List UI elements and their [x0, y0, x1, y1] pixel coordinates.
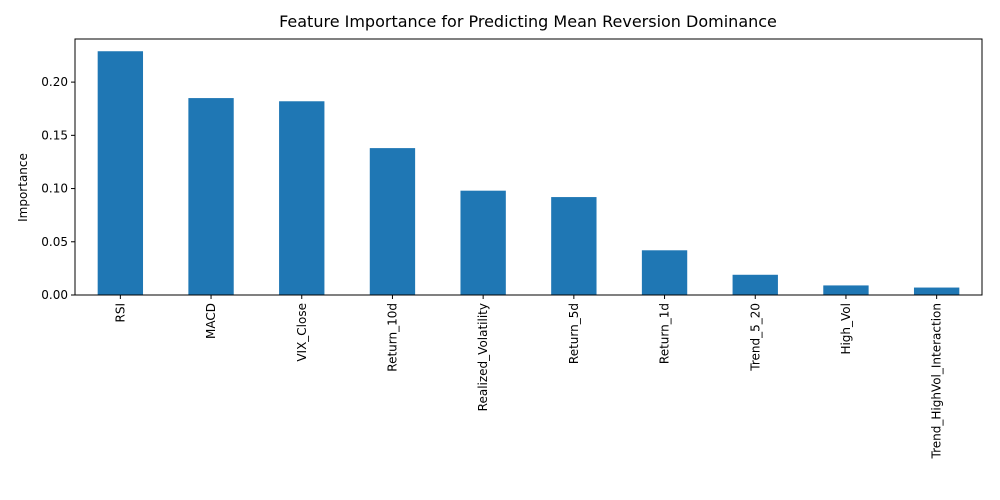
x-tick-label: Return_5d: [567, 303, 581, 364]
y-axis-label: Importance: [16, 153, 30, 222]
y-axis-ticks: 0.00 0.05 0.10 0.15 0.20: [41, 75, 75, 302]
y-tick-label: 0.20: [41, 75, 68, 89]
bar-macd: [188, 98, 234, 295]
bar-trend-highvol-interaction: [913, 287, 960, 295]
y-tick-label: 0.15: [41, 128, 68, 142]
bar-vix-close: [279, 101, 325, 296]
x-tick-label: Realized_Volatility: [476, 303, 490, 411]
chart-title: Feature Importance for Predicting Mean R…: [279, 12, 777, 31]
y-tick-label: 0.10: [41, 182, 68, 196]
x-tick-label: MACD: [204, 303, 218, 339]
bar-realized-volatility: [460, 190, 506, 295]
y-tick-label: 0.05: [41, 235, 68, 249]
bar-rsi: [97, 51, 144, 295]
bar-return-1d: [641, 250, 688, 295]
x-tick-label: High_Vol: [839, 303, 853, 355]
bars-group: [97, 51, 960, 296]
bar-trend-5-20: [732, 274, 778, 295]
x-tick-label: VIX_Close: [295, 303, 309, 362]
bar-return-5d: [551, 197, 597, 295]
bar-high-vol: [823, 285, 869, 295]
x-axis-ticks: RSI MACD VIX_Close Return_10d Realized_Volat…: [113, 295, 944, 459]
plot-frame: [74, 38, 983, 296]
y-tick-label: 0.00: [41, 288, 68, 302]
x-tick-label: Return_1d: [658, 303, 672, 364]
x-tick-label: Trend_HighVol_Interaction: [930, 303, 944, 459]
x-tick-label: RSI: [113, 303, 127, 323]
bar-return-10d: [369, 148, 416, 295]
x-tick-label: Trend_5_20: [748, 303, 762, 372]
x-tick-label: Return_10d: [385, 303, 399, 372]
